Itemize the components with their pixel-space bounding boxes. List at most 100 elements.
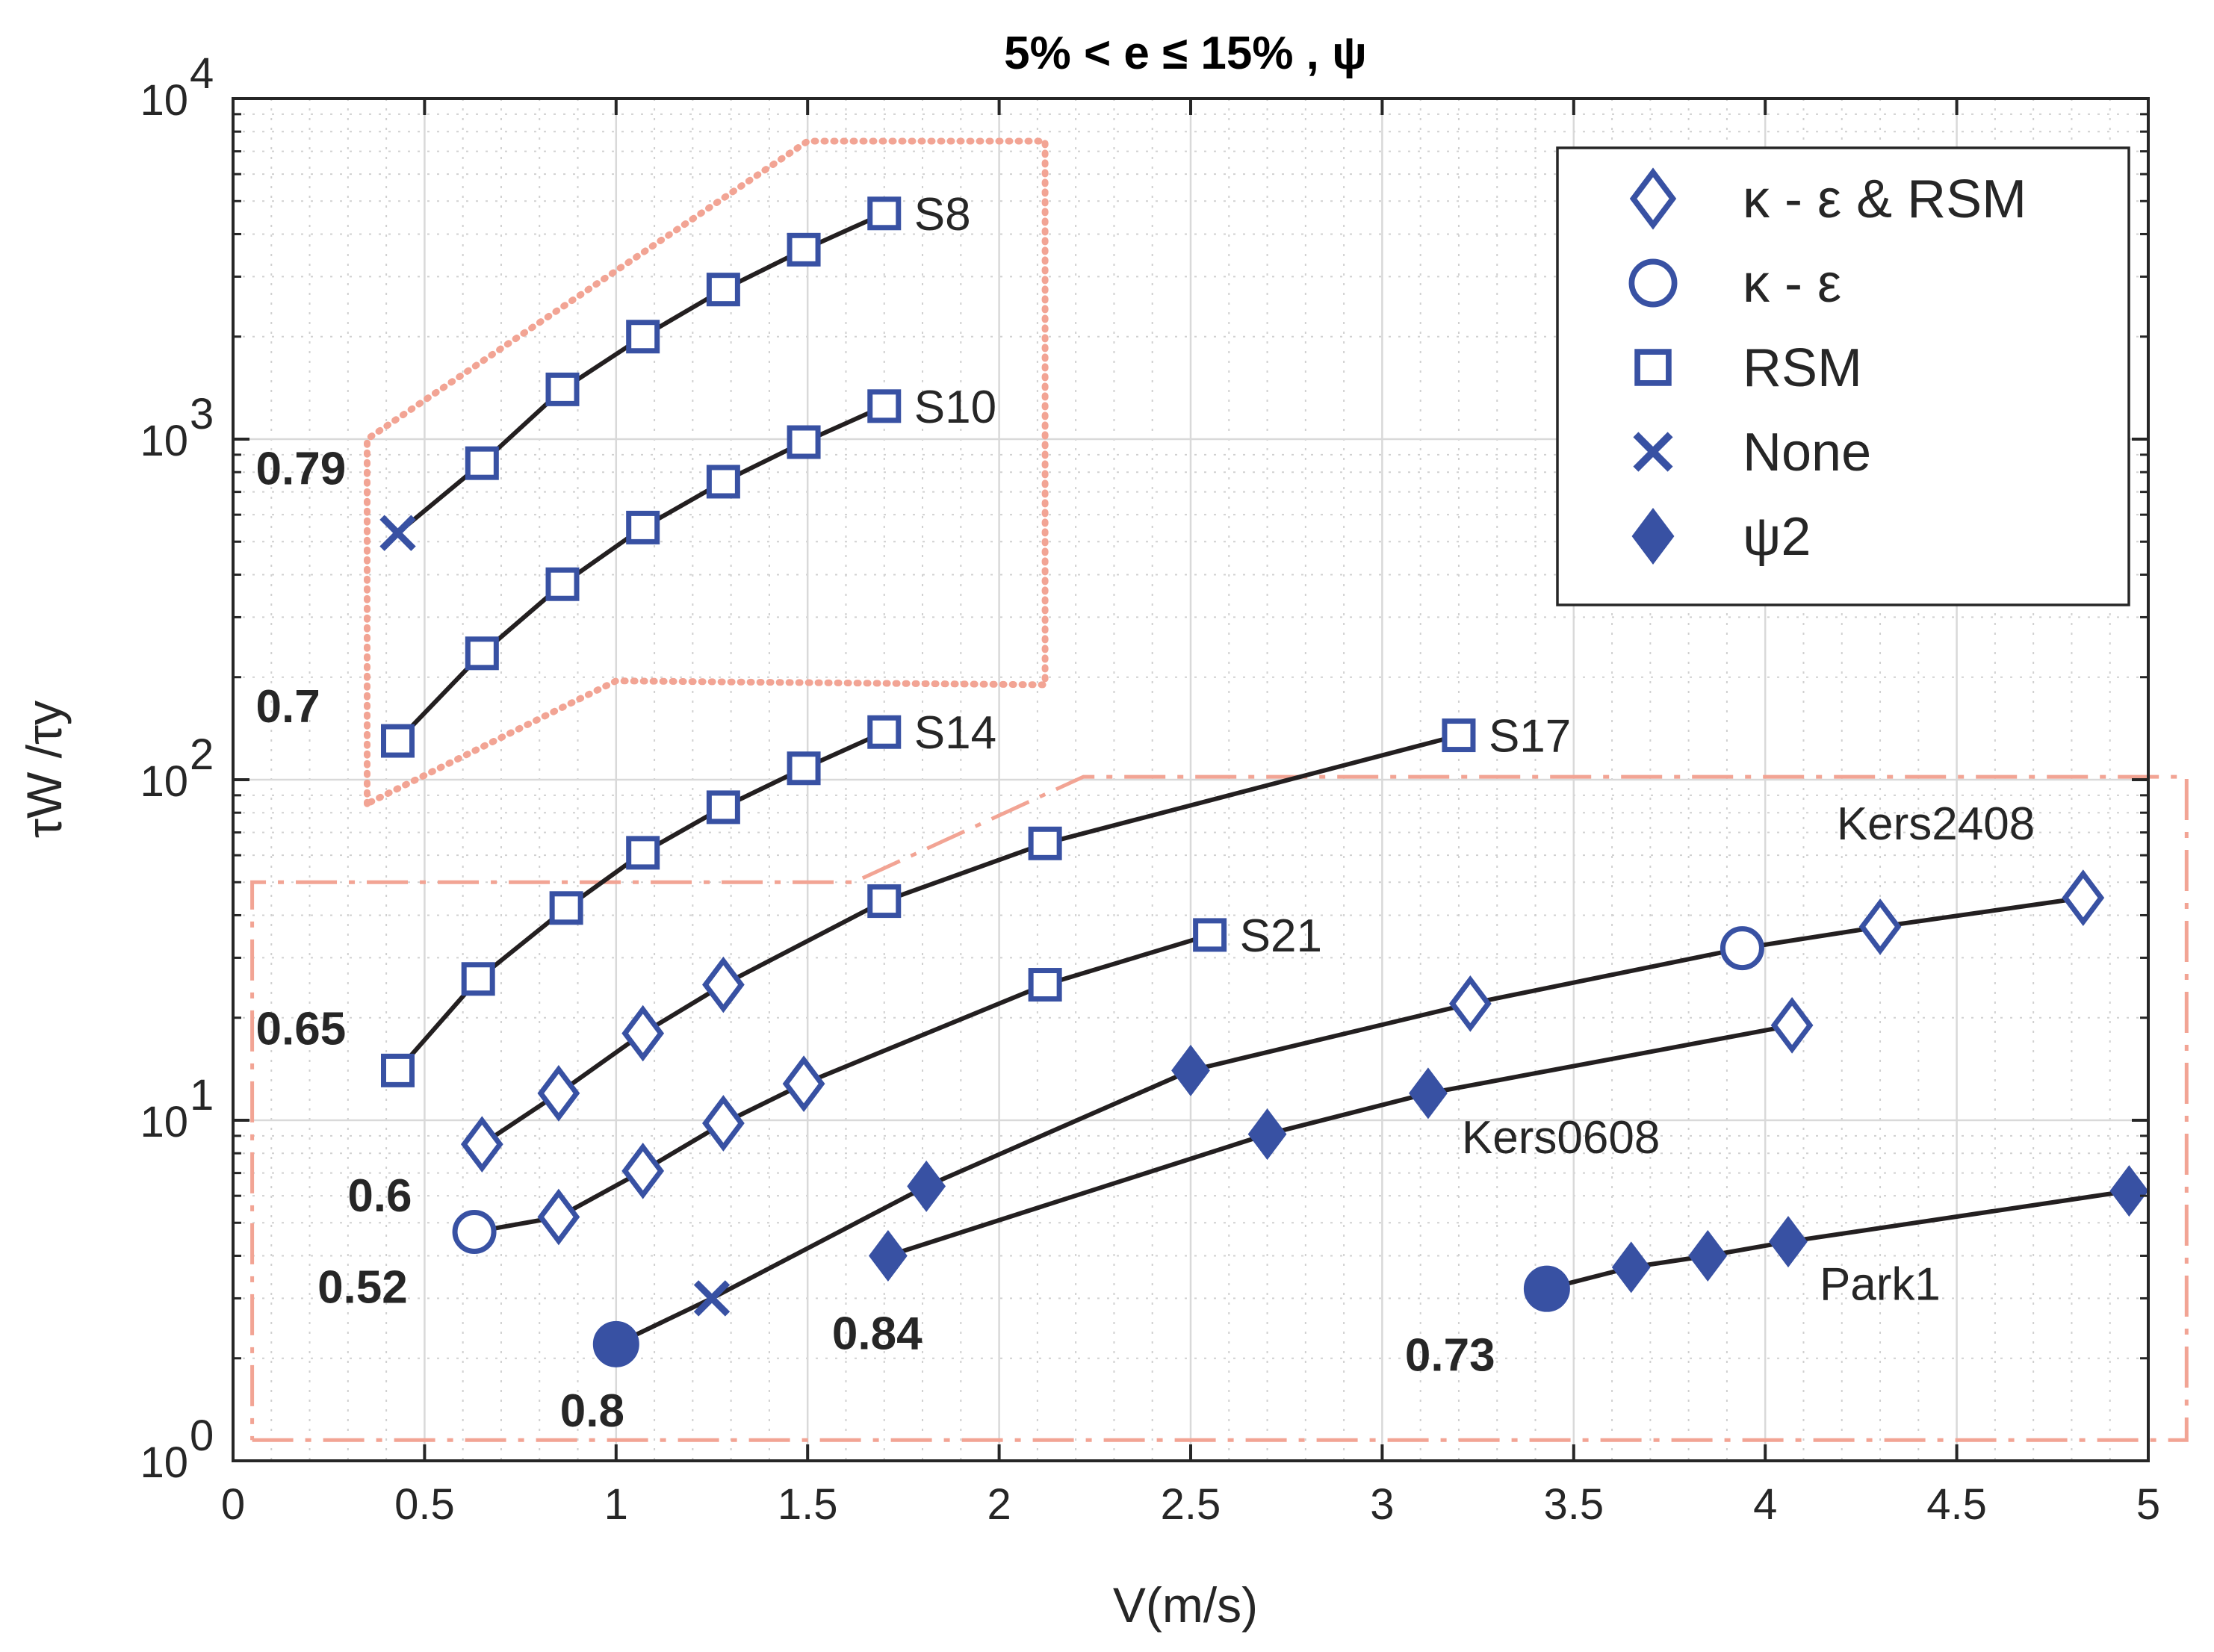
- legend-label-1: κ - ε & RSM: [1743, 170, 2027, 229]
- data-point-s8-6: [787, 232, 821, 267]
- start-label-s8: 0.79: [256, 444, 347, 495]
- x-tick-label: 4: [1753, 1480, 1777, 1529]
- data-point-s21-3: [621, 1142, 665, 1199]
- data-point-s10-1: [381, 724, 415, 758]
- data-point-s17-6: [1028, 826, 1062, 860]
- data-point-s8-5: [706, 273, 740, 307]
- data-point-kers2408-3: [907, 1160, 946, 1212]
- legend-marker-diamond-filled: [1631, 508, 1675, 565]
- data-point-s14-4: [626, 836, 660, 870]
- legend-marker-square-open: [1634, 349, 1672, 386]
- data-point-s14-5: [706, 790, 740, 825]
- series-label-park1: Park1: [1820, 1259, 1941, 1311]
- data-point-s17-3: [621, 1004, 665, 1062]
- data-point-s14-3: [549, 891, 583, 925]
- x-tick-label: 1.5: [778, 1480, 838, 1529]
- series-label-s10: S10: [914, 382, 996, 433]
- legend-label-4: None: [1743, 423, 1871, 482]
- data-point-kers0608-1: [869, 1229, 908, 1282]
- x-tick-label: 1: [604, 1480, 628, 1529]
- data-point-s10-6: [787, 425, 821, 459]
- legend-marker-circle-open: [1628, 258, 1678, 308]
- x-tick-label: 0: [221, 1480, 245, 1529]
- data-point-s21-5: [782, 1055, 825, 1112]
- series-line-kers0608: [887, 1022, 1793, 1258]
- data-point-s21-2: [537, 1188, 580, 1246]
- legend-label-2: κ - ε: [1743, 254, 1841, 314]
- y-tick-exponent: 4: [190, 49, 214, 98]
- data-point-park1-2: [1611, 1241, 1651, 1294]
- series-label-s21: S21: [1240, 910, 1322, 962]
- y-tick-label: 10: [140, 1438, 188, 1487]
- x-tick-label: 0.5: [394, 1480, 455, 1529]
- x-tick-label: 2.5: [1161, 1480, 1221, 1529]
- x-tick-label: 2: [987, 1480, 1011, 1529]
- region-dotted: [364, 137, 1049, 807]
- data-point-s17-5: [867, 884, 902, 919]
- data-point-s10-2: [465, 636, 499, 671]
- data-point-s8-2: [465, 446, 499, 480]
- data-point-s21-4: [702, 1095, 745, 1152]
- data-point-kers2408-4: [1171, 1044, 1210, 1096]
- data-point-s21-6: [1028, 968, 1062, 1002]
- data-point-kers2408-1: [592, 1320, 639, 1367]
- data-point-s17-7: [1442, 718, 1476, 753]
- start-label-kers0608: 0.84: [832, 1308, 922, 1359]
- series-line-kers2408: [615, 895, 2084, 1347]
- region-layer: [250, 137, 2189, 1442]
- data-point-s14-6: [787, 751, 821, 786]
- data-point-park1-3: [1688, 1229, 1728, 1282]
- series-label-s14: S14: [914, 707, 996, 759]
- data-point-kers2408-8: [2062, 869, 2105, 926]
- y-tick-label: 10: [140, 76, 188, 125]
- data-point-s10-3: [545, 567, 580, 601]
- data-point-s8-1: [379, 515, 416, 551]
- y-tick-exponent: 2: [190, 730, 214, 779]
- data-point-s10-4: [626, 510, 660, 544]
- data-point-s17-2: [537, 1065, 580, 1122]
- region-dashdot: [250, 774, 2189, 1442]
- data-point-s21-1: [452, 1210, 497, 1255]
- chart-title: 5% < e ≤ 15% , ψ: [1004, 28, 1367, 79]
- legend-marker-diamond-open: [1629, 167, 1677, 230]
- data-point-s14-7: [867, 715, 902, 749]
- data-point-kers2408-6: [1720, 926, 1764, 971]
- x-tick-label: 4.5: [1926, 1480, 1987, 1529]
- data-point-park1-4: [1769, 1216, 1808, 1268]
- legend-label-5: ψ2: [1743, 507, 1811, 567]
- data-point-s17-4: [702, 956, 745, 1013]
- x-tick-label: 3.5: [1543, 1480, 1604, 1529]
- y-tick-label: 10: [140, 417, 188, 465]
- data-point-s14-2: [461, 962, 495, 996]
- start-label-park1: 0.73: [1405, 1330, 1495, 1382]
- data-point-kers2408-2: [693, 1280, 731, 1317]
- start-label-s21: 0.52: [317, 1262, 408, 1314]
- data-point-s17-1: [460, 1116, 503, 1173]
- x-tick-label: 3: [1370, 1480, 1394, 1529]
- data-point-kers2408-7: [1858, 898, 1902, 955]
- label-layer: S8 S10 S14 S17 S21 Kers2408 Kers0608 Park1 0.79 0…: [256, 189, 2035, 1437]
- series-label-kers2408: Kers2408: [1837, 798, 2035, 850]
- data-point-kers0608-4: [1770, 997, 1814, 1054]
- data-point-park1-1: [1523, 1265, 1570, 1312]
- y-tick-exponent: 1: [190, 1071, 214, 1120]
- legend: κ - ε & RSM κ - ε RSM None ψ2: [1556, 146, 2130, 606]
- data-point-s10-5: [706, 465, 740, 499]
- data-point-s21-7: [1193, 918, 1227, 952]
- data-point-s8-4: [626, 320, 660, 354]
- start-label-kers2408: 0.8: [560, 1385, 624, 1437]
- series-label-s8: S8: [914, 189, 971, 240]
- series-label-kers0608: Kers0608: [1462, 1112, 1660, 1164]
- x-tick-label: 5: [2136, 1480, 2160, 1529]
- series-label-s17: S17: [1489, 711, 1571, 763]
- legend-marker-x: [1633, 432, 1673, 472]
- data-point-s14-1: [381, 1053, 415, 1087]
- start-label-s17: 0.6: [347, 1170, 412, 1222]
- data-point-kers0608-3: [1409, 1067, 1448, 1120]
- data-point-park1-5: [2109, 1165, 2149, 1217]
- start-label-s14: 0.65: [256, 1003, 347, 1055]
- data-point-s8-7: [867, 196, 902, 231]
